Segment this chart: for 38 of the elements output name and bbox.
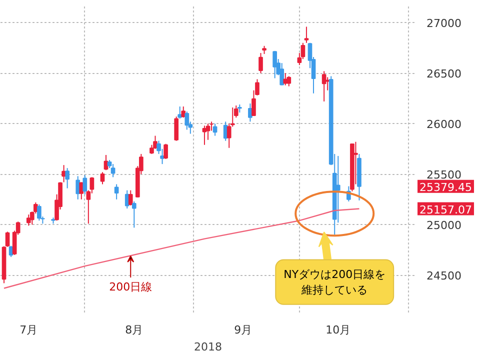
y-tick-label: 27000 (426, 17, 462, 30)
candlestick (258, 52, 263, 74)
x-tick-label: 9月 (234, 324, 252, 336)
candlestick (174, 116, 179, 142)
x-tick-label: 8月 (125, 324, 144, 336)
x-tick-label: 7月 (20, 324, 38, 336)
x-axis-title: 2018 (194, 340, 222, 354)
candlestick (110, 164, 116, 178)
candlestick (184, 111, 190, 130)
candlestick (286, 76, 292, 87)
candlestick (128, 190, 133, 206)
candlestick (283, 72, 288, 86)
text: 25379.45 (420, 180, 472, 194)
candlestick (280, 62, 284, 86)
candlestick (212, 123, 218, 136)
candlestick (336, 155, 340, 224)
y-tick-label: 26500 (426, 68, 462, 81)
y-tick-label: 25500 (426, 168, 462, 182)
candlestick (26, 214, 31, 226)
candlestick (322, 70, 326, 102)
annotation: 200日線 (109, 280, 152, 294)
candlestick (255, 78, 260, 96)
candlestick (82, 174, 88, 195)
candlestick (164, 143, 168, 160)
x-tick-label: 10月 (326, 324, 351, 336)
candlestick (304, 26, 309, 44)
annotation: NYダウは200日線を維持している (284, 268, 386, 296)
candlestick (100, 172, 105, 185)
candlestick (272, 50, 277, 79)
candlestick (181, 106, 186, 118)
y-tick-label: 26000 (426, 118, 462, 132)
candlestick (37, 204, 42, 222)
y-tick-label: 25000 (426, 219, 462, 232)
text: 25157.07 (420, 203, 472, 216)
candlestick (65, 168, 70, 189)
y-tick-label: 24500 (426, 270, 462, 283)
candlestick (132, 200, 136, 228)
candlestick (114, 184, 119, 200)
